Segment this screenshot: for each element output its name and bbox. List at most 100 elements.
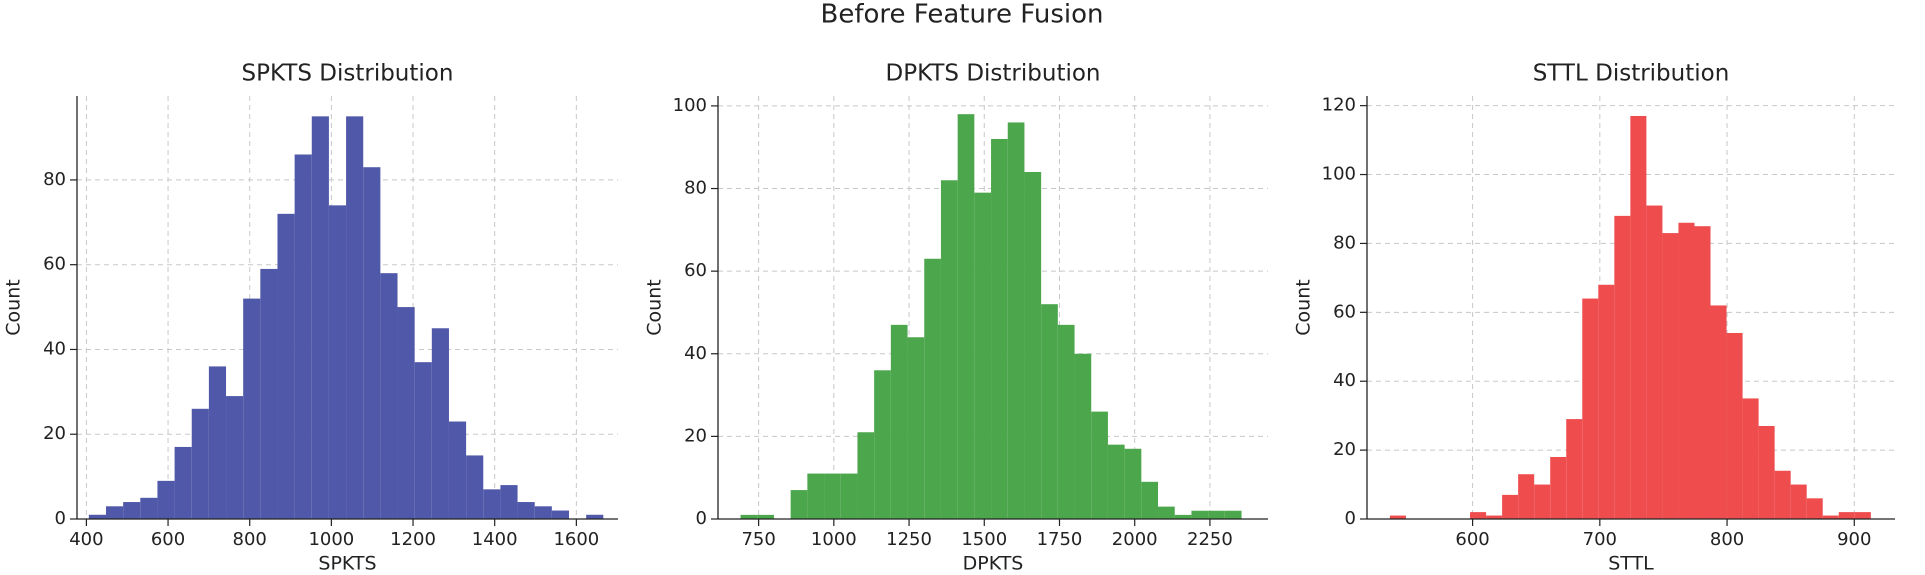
y-tick-label: 0 <box>696 508 707 529</box>
x-axis-label: DPKTS <box>963 553 1024 575</box>
x-tick-label: 2000 <box>1112 529 1158 550</box>
histogram-bar <box>1158 506 1175 519</box>
histogram-bar <box>1838 512 1855 519</box>
histogram-bar <box>1174 514 1192 519</box>
histogram-bar <box>105 506 124 519</box>
histogram-bar <box>157 480 175 519</box>
histogram-bar <box>957 114 975 519</box>
histogram-bar <box>260 268 278 519</box>
histogram-bar <box>1646 205 1663 519</box>
histogram-bar <box>874 370 891 519</box>
x-tick-label: 1000 <box>811 529 857 550</box>
x-tick-label: 1500 <box>961 529 1007 550</box>
histogram-bar <box>924 258 941 519</box>
y-tick-label: 20 <box>43 423 66 444</box>
histogram-bar <box>1107 444 1125 519</box>
y-axis-label: Count <box>3 279 25 335</box>
x-tick-label: 1250 <box>886 529 932 550</box>
y-axis-label: Count <box>644 279 666 335</box>
histogram-bar <box>890 324 908 519</box>
histogram-bar <box>757 514 774 519</box>
y-tick-label: 20 <box>684 425 707 446</box>
histogram-bar <box>790 490 808 519</box>
y-tick-label: 80 <box>43 169 66 190</box>
x-tick-label: 2250 <box>1187 529 1233 550</box>
histogram-bar <box>1582 298 1599 519</box>
histogram-bar <box>123 502 141 519</box>
histogram-bar <box>991 138 1008 519</box>
histogram-bar <box>1534 484 1551 519</box>
histogram-bar <box>1389 515 1406 519</box>
histogram-bar <box>397 307 415 519</box>
histogram-bar <box>380 273 398 519</box>
chart-title: STTL Distribution <box>1533 61 1730 87</box>
histogram-bar <box>363 167 381 519</box>
y-tick-label: 40 <box>43 338 66 359</box>
histogram-bar <box>1774 470 1791 519</box>
histogram-bar <box>174 446 192 519</box>
histogram-bar <box>974 192 992 519</box>
x-tick-label: 750 <box>741 529 775 550</box>
x-tick-label: 1200 <box>390 529 436 550</box>
histogram-bar <box>1091 411 1108 519</box>
x-tick-label: 800 <box>233 529 267 550</box>
histogram-bar <box>1790 484 1807 519</box>
histogram-bar <box>1518 474 1535 519</box>
histogram-bar <box>940 180 958 519</box>
histogram-bar <box>328 205 347 519</box>
histogram-bar <box>1566 419 1583 519</box>
histogram-bar <box>1614 215 1631 519</box>
x-axis-label: STTL <box>1608 553 1654 575</box>
histogram-bar <box>88 514 106 519</box>
histogram-bar <box>1041 304 1058 519</box>
x-tick-label: 700 <box>1583 529 1617 550</box>
y-tick-label: 0 <box>55 508 66 529</box>
histogram-bar <box>1726 332 1743 519</box>
histogram-bar <box>311 116 329 519</box>
histogram-bar <box>1224 510 1242 519</box>
histogram-bar <box>191 408 209 519</box>
histogram-bar <box>414 362 432 519</box>
histogram-bar <box>1502 494 1519 519</box>
y-tick-label: 60 <box>43 254 66 275</box>
x-tick-label: 1750 <box>1037 529 1083 550</box>
y-tick-label: 60 <box>684 260 707 281</box>
y-tick-label: 40 <box>1333 370 1356 391</box>
histogram-bar <box>1758 425 1775 519</box>
histogram-bar <box>857 432 875 519</box>
histogram-bar <box>1822 515 1839 519</box>
x-tick-label: 600 <box>1455 529 1489 550</box>
histogram-bar <box>907 337 925 519</box>
histogram-bar <box>1678 222 1695 520</box>
histogram-bar <box>824 473 841 519</box>
histogram-bar <box>1550 456 1567 519</box>
histogram-bar <box>1710 305 1727 519</box>
y-tick-label: 100 <box>1322 164 1356 185</box>
histogram-bar <box>1470 512 1487 519</box>
y-tick-label: 60 <box>1333 301 1356 322</box>
histogram-bar <box>277 213 295 520</box>
histogram-bar <box>1057 324 1075 519</box>
y-tick-label: 80 <box>684 178 707 199</box>
histogram-bar <box>431 328 449 519</box>
histogram-bar <box>483 489 501 519</box>
y-tick-label: 20 <box>1333 439 1356 460</box>
histogram-bar <box>586 514 604 519</box>
histogram-bar <box>226 396 244 519</box>
chart-title: SPKTS Distribution <box>242 61 454 87</box>
histogram-bar <box>1191 510 1209 519</box>
histogram-bar <box>140 497 158 519</box>
histogram-bar <box>1124 448 1142 519</box>
y-tick-label: 80 <box>1333 232 1356 253</box>
histogram-bar <box>466 455 484 519</box>
histogram-bar <box>534 506 552 519</box>
histogram-bar <box>1854 512 1871 519</box>
y-tick-label: 120 <box>1322 95 1356 116</box>
histogram-bar <box>500 485 518 519</box>
x-tick-label: 600 <box>151 529 185 550</box>
histogram-bar <box>1024 172 1042 519</box>
histogram-bar <box>448 421 467 519</box>
histogram-bar <box>208 366 227 519</box>
